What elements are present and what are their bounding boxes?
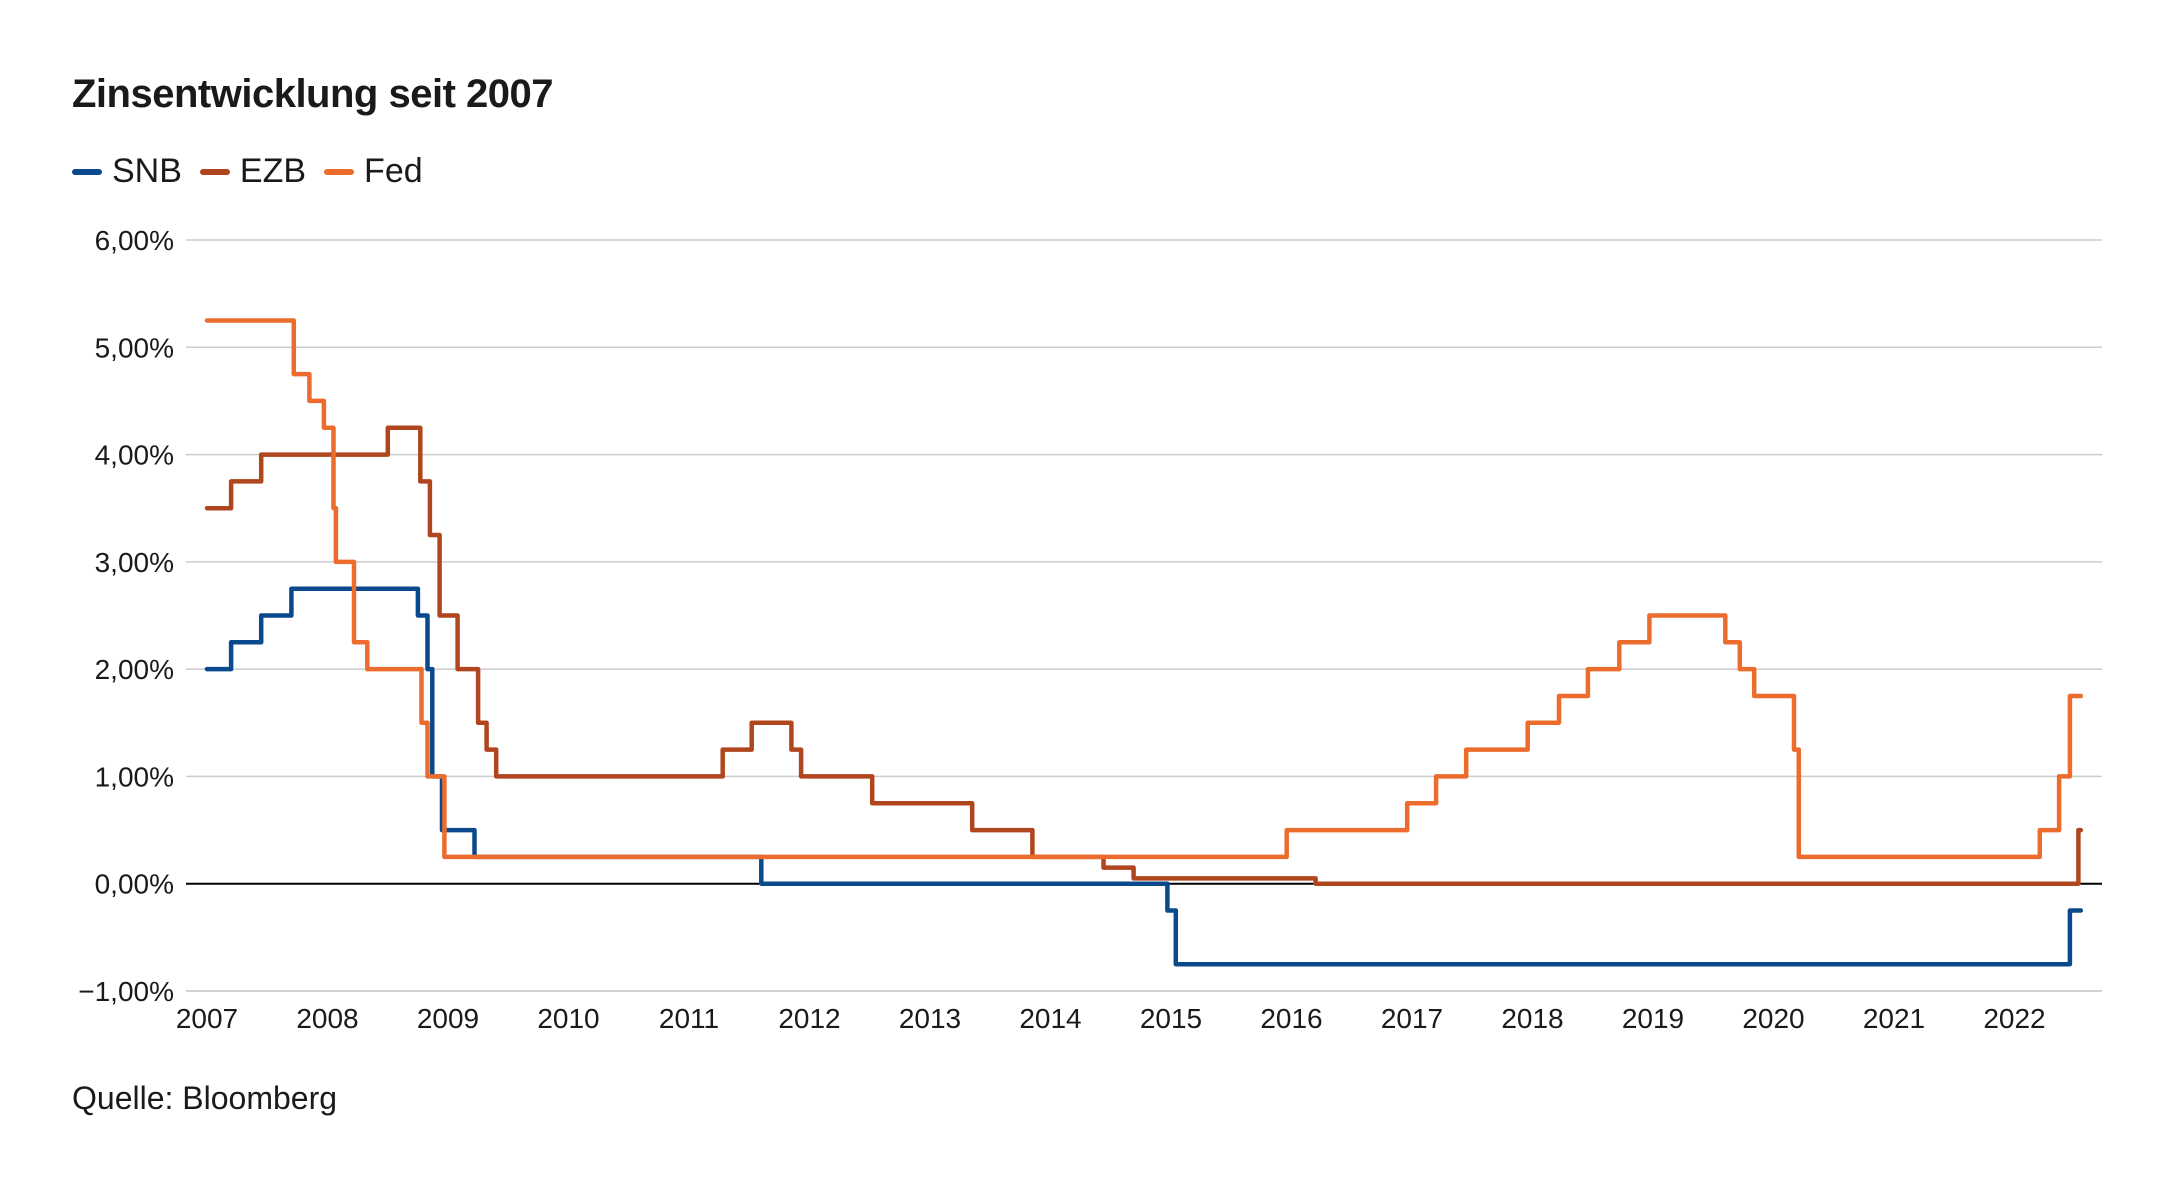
y-tick-label: 3,00% (95, 547, 174, 578)
y-tick-label: −1,00% (78, 976, 174, 1007)
x-tick-label: 2021 (1863, 1003, 1925, 1034)
x-tick-label: 2017 (1381, 1003, 1443, 1034)
y-tick-label: 1,00% (95, 761, 174, 792)
x-tick-label: 2020 (1742, 1003, 1804, 1034)
legend-swatch-snb (72, 168, 102, 175)
series-line-fed (204, 318, 2084, 860)
x-tick-label: 2011 (659, 1003, 719, 1034)
x-tick-label: 2008 (296, 1003, 358, 1034)
y-tick-label: 2,00% (95, 654, 174, 685)
x-tick-label: 2016 (1260, 1003, 1322, 1034)
legend: SNB EZB Fed (72, 152, 441, 191)
legend-swatch-ezb (199, 168, 230, 175)
legend-label-ezb: EZB (239, 152, 307, 190)
legend-label-fed: Fed (364, 152, 423, 190)
y-tick-label: 4,00% (95, 440, 174, 471)
x-tick-label: 2009 (417, 1003, 479, 1034)
legend-item-snb: SNB (72, 152, 182, 191)
x-tick-label: 2014 (1019, 1003, 1081, 1034)
legend-item-ezb: EZB (199, 152, 307, 191)
x-tick-label: 2018 (1501, 1003, 1563, 1034)
source-note: Quelle: Bloomberg (72, 1080, 338, 1116)
x-tick-label: 2013 (899, 1003, 961, 1034)
y-tick-label: 5,00% (95, 332, 174, 363)
y-tick-label: 0,00% (95, 869, 174, 900)
legend-item-fed: Fed (324, 152, 423, 191)
x-tick-label: 2015 (1140, 1003, 1202, 1034)
y-tick-label: 6,00% (95, 225, 174, 256)
series-line-ezb (204, 425, 2084, 886)
chart-title: Zinsentwicklung seit 2007 (72, 72, 554, 116)
series-lines (204, 318, 2084, 967)
x-tick-label: 2010 (537, 1003, 599, 1034)
y-axis-tick-labels: −1,00% 0,00% 1,00% 2,00% 3,00% 4,00% 5,00% 6,00… (78, 225, 174, 1007)
x-axis-tick-labels: 2007 2008 2009 2010 2011 2012 2013 2014 2015 2016… (176, 1003, 2046, 1034)
legend-label-snb: SNB (112, 152, 182, 190)
legend-swatch-fed (324, 168, 355, 175)
x-tick-label: 2022 (1983, 1003, 2045, 1034)
x-tick-label: 2012 (778, 1003, 840, 1034)
x-tick-label: 2007 (176, 1003, 238, 1034)
x-tick-label: 2019 (1622, 1003, 1684, 1034)
